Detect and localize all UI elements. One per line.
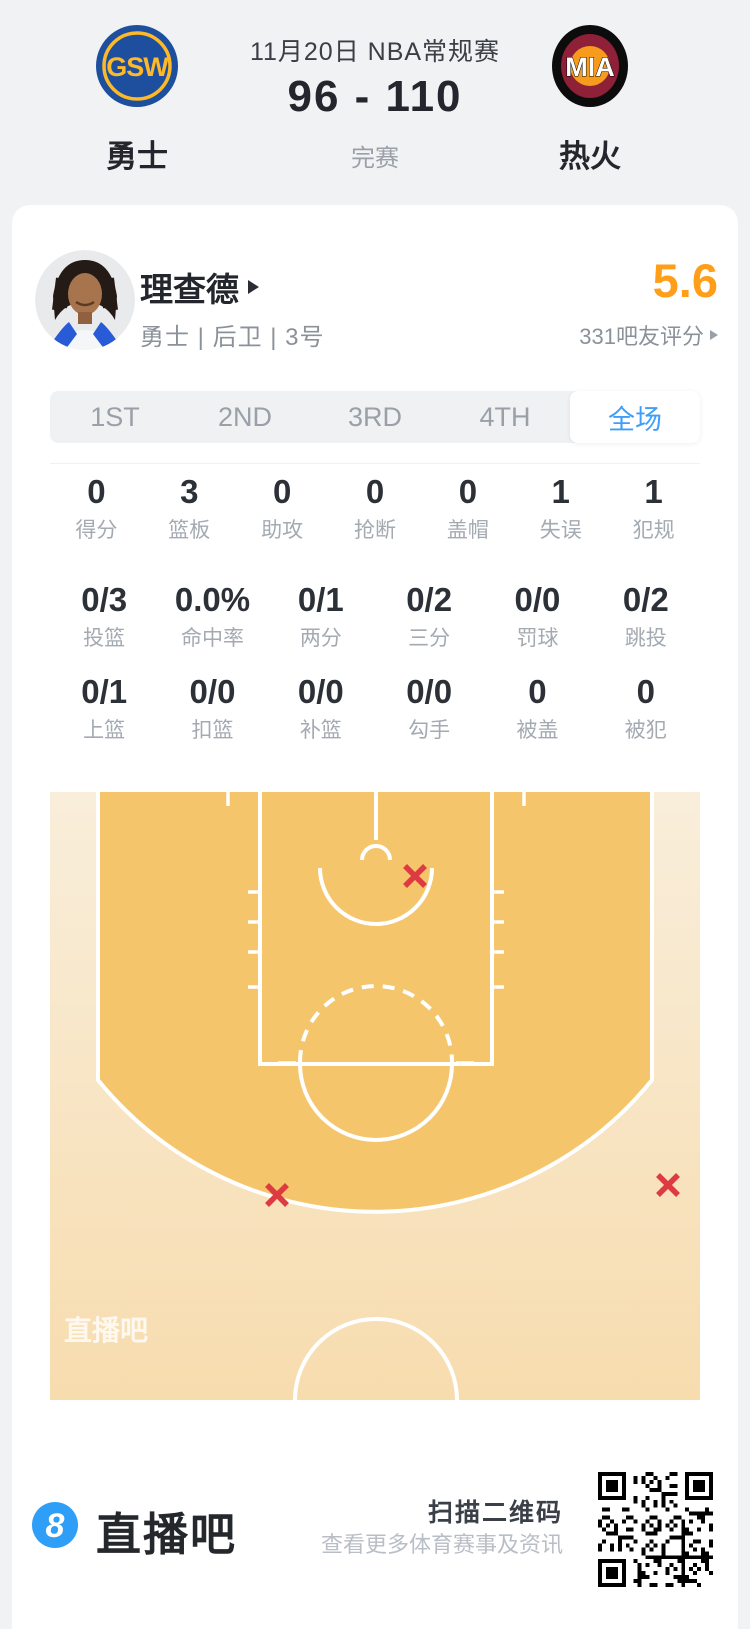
stat-row-shot-types: 0/1 上篮 0/0 扣篮 0/0 补篮 0/0 勾手 0 被盖 0 被犯 [50, 670, 700, 746]
tab-2nd[interactable]: 2ND [217, 401, 272, 432]
paint-rectangle [258, 792, 494, 1066]
stat-jump-shots: 0/2 跳投 [622, 581, 669, 650]
stat-assists: 0 助攻 [261, 473, 304, 542]
player-avatar [35, 250, 135, 350]
stat-field-goals: 0/3 投篮 [81, 581, 128, 650]
tab-4th[interactable]: 4TH [479, 401, 531, 432]
tab-3rd[interactable]: 3RD [347, 401, 402, 432]
stat-layups: 0/1 上篮 [81, 673, 128, 742]
qr-caption: 查看更多体育赛事及资讯 [320, 1532, 563, 1557]
three-point-line [96, 792, 654, 1214]
rim-icon [360, 844, 392, 861]
stat-free-throws: 0/0 罚球 [514, 581, 561, 650]
avatar-face [68, 273, 102, 315]
stat-row-basic: 0 得分 3 篮板 0 助攻 0 抢断 0 盖帽 1 失误 1 犯规 [50, 470, 700, 546]
rating-caption: 331吧友评分 [579, 324, 704, 349]
stat-turnovers: 1 失误 [539, 473, 582, 542]
player-name: 理查德 [140, 271, 239, 308]
match-status: 完赛 [351, 145, 399, 172]
tab-full-game[interactable]: 全场 [570, 391, 700, 443]
restricted-area-arc [318, 867, 434, 926]
home-team-name: 勇士 [106, 139, 168, 174]
stat-two-pointers: 0/1 两分 [297, 581, 344, 650]
player-more-triangle-right-icon [248, 280, 259, 294]
shot-chart-court: 直播吧 [50, 792, 700, 1400]
free-throw-circle-solid [298, 1063, 454, 1142]
tabs-divider [50, 463, 700, 464]
gsw-logo-text: GSW [106, 52, 169, 82]
player-team-position: 勇士 | 后卫 | 3号 [140, 324, 325, 351]
stat-points: 0 得分 [75, 473, 118, 542]
match-score: 96 - 110 [287, 72, 463, 121]
stat-hook-shots: 0/0 勾手 [406, 673, 453, 742]
stat-blocks: 0 盖帽 [446, 473, 489, 542]
quarter-tab-bar: 1ST 2ND 3RD 4TH 全场 [50, 391, 700, 443]
stat-steals: 0 抢断 [354, 473, 396, 542]
away-team-name: 热火 [559, 139, 621, 174]
qr-title: 扫描二维码 [427, 1499, 563, 1527]
stat-putbacks: 0/0 补篮 [297, 673, 344, 742]
missed-shot-x-icon [265, 1183, 289, 1207]
stat-dunks: 0/0 扣篮 [189, 673, 236, 742]
stat-rebounds: 3 篮板 [168, 473, 211, 542]
zhibo8-logo-icon: 8 [32, 1502, 78, 1548]
player-rating-value: 5.6 [652, 254, 718, 307]
stat-fouls-drawn: 0 被犯 [624, 673, 667, 742]
gsw-team-logo: GSW [96, 25, 178, 107]
mia-team-logo: MIA [552, 25, 628, 107]
player-detail-link[interactable]: 理查德 [140, 263, 259, 311]
mia-logo-text: MIA [565, 52, 615, 82]
center-circle [293, 1317, 459, 1400]
stat-fouls: 1 犯规 [632, 473, 675, 542]
stat-got-blocked: 0 被盖 [516, 673, 559, 742]
lane-hash-marks [248, 890, 504, 989]
stat-fg-percentage: 0.0% 命中率 [174, 581, 251, 650]
missed-shot-x-icon [403, 864, 427, 888]
brand-name: 直播吧 [96, 1509, 238, 1560]
missed-shot-x-icon [656, 1173, 680, 1197]
missed-shot-markers [265, 864, 680, 1207]
rating-more-triangle-right-icon [710, 330, 718, 340]
stat-row-shooting: 0/3 投篮 0.0% 命中率 0/1 两分 0/2 三分 0/0 罚球 0/2 跳投 [50, 578, 700, 654]
zhibo8-logo-8: 8 [46, 1507, 65, 1545]
stat-three-pointers: 0/2 三分 [406, 581, 453, 650]
baseline-hash-marks [226, 792, 526, 806]
three-point-area [98, 792, 652, 1212]
match-date-title: 11月20日 NBA常规赛 [249, 38, 501, 66]
content-card: 理查德 勇士 | 后卫 | 3号 5.6 331吧友评分 1ST 2ND 3RD… [12, 205, 738, 1629]
qr-code-icon [598, 1472, 713, 1587]
tab-1st[interactable]: 1ST [90, 401, 140, 432]
court-watermark: 直播吧 [64, 1315, 148, 1346]
rating-detail-link[interactable]: 331吧友评分 [579, 319, 718, 351]
